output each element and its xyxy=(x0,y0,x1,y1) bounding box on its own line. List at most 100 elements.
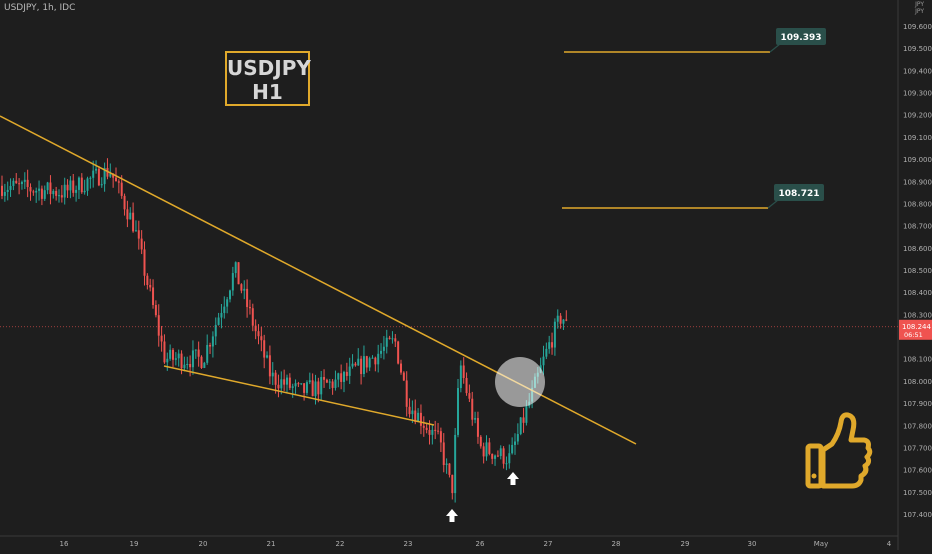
candle-body xyxy=(214,324,217,337)
x-tick-label: 29 xyxy=(681,540,690,548)
y-tick-label: 108.600 xyxy=(903,245,932,253)
thumbs-up-icon xyxy=(805,412,873,489)
candle-body xyxy=(431,429,434,435)
candle-body xyxy=(169,349,172,359)
candle-body xyxy=(283,379,286,385)
candle-body xyxy=(402,372,405,381)
candle-body xyxy=(294,383,297,387)
candle-body xyxy=(337,373,340,380)
candle-body xyxy=(157,315,160,336)
candle-body xyxy=(206,344,209,363)
candle-body xyxy=(325,379,328,383)
candle-body xyxy=(508,453,511,464)
candle-body xyxy=(405,380,408,407)
candle-body xyxy=(286,377,288,385)
candle-body xyxy=(397,341,400,364)
candle-body xyxy=(280,379,283,389)
symbol-info: USDJPY, 1h, IDC xyxy=(4,3,76,13)
candle-body xyxy=(200,356,203,368)
candle-body xyxy=(320,377,323,395)
candle-body xyxy=(553,321,556,348)
candle-body xyxy=(556,315,559,322)
candle-body xyxy=(72,180,75,193)
candle-body xyxy=(80,177,83,193)
candle-body xyxy=(303,383,306,393)
candle-body xyxy=(417,412,420,422)
candle-body xyxy=(437,430,440,432)
candle-body xyxy=(357,358,360,366)
candle-body xyxy=(382,346,385,351)
candle-body xyxy=(132,212,135,232)
candle-body xyxy=(152,287,155,305)
candle-body xyxy=(548,342,551,349)
candle-body xyxy=(174,358,177,360)
candle-body xyxy=(6,189,9,192)
candle-body xyxy=(43,190,46,199)
y-tick-label: 108.500 xyxy=(903,267,932,275)
x-tick-label: 16 xyxy=(60,540,69,548)
candle-body xyxy=(494,455,497,459)
candle-body xyxy=(63,184,66,198)
target-label: 109.393 xyxy=(781,33,822,43)
candle-body xyxy=(203,362,206,368)
candle-body xyxy=(334,379,337,388)
candle-body xyxy=(422,425,425,428)
candle-body xyxy=(514,441,516,445)
candle-body xyxy=(46,182,49,191)
candle-body xyxy=(115,177,117,182)
current-price-label: 108.244 xyxy=(902,323,931,331)
candle-body xyxy=(143,249,146,276)
candle-body xyxy=(137,230,140,239)
candle-body xyxy=(268,355,271,377)
candle-body xyxy=(328,381,331,383)
candle-body xyxy=(52,190,55,195)
candle-body xyxy=(323,377,326,380)
target-label: 108.721 xyxy=(779,189,820,199)
candle-body xyxy=(15,180,18,184)
candle-body xyxy=(248,307,251,309)
candle-body xyxy=(58,195,60,197)
candle-body xyxy=(474,418,477,420)
candle-body xyxy=(211,336,214,347)
candle-body xyxy=(488,442,491,454)
axis-unit-line2: JPY xyxy=(915,8,924,15)
candle-body xyxy=(343,371,345,382)
y-tick-label: 107.600 xyxy=(903,467,932,475)
candles-group xyxy=(1,158,568,503)
candle-body xyxy=(254,325,257,332)
title-symbol: USDJPY xyxy=(227,56,311,80)
candle-body xyxy=(89,177,92,179)
target-label-bg xyxy=(774,184,824,201)
candle-body xyxy=(97,168,100,186)
candle-body xyxy=(391,338,394,340)
candle-body xyxy=(257,331,260,337)
candle-body xyxy=(348,366,351,376)
candle-body xyxy=(240,284,243,291)
candle-body xyxy=(163,341,166,363)
candle-body xyxy=(109,173,112,177)
candle-body xyxy=(172,349,174,360)
candle-body xyxy=(220,312,223,318)
candle-body xyxy=(297,383,300,385)
candle-body xyxy=(374,357,377,365)
candle-body xyxy=(20,181,23,185)
candle-body xyxy=(77,177,80,190)
y-tick-label: 108.700 xyxy=(903,223,932,231)
candle-body xyxy=(92,170,95,178)
candle-body xyxy=(123,195,126,210)
up-arrow-icon xyxy=(507,472,519,485)
x-tick-label: 23 xyxy=(404,540,413,548)
candle-body xyxy=(243,288,246,291)
candle-body xyxy=(191,350,194,368)
candle-body xyxy=(146,275,149,285)
candle-body xyxy=(49,182,52,195)
candle-body xyxy=(542,356,545,366)
target-connector xyxy=(767,199,779,209)
candle-body xyxy=(35,190,38,193)
x-axis: 16 19 20 21 22 23 26 27 28 29 30 May 4 xyxy=(0,535,898,548)
candle-body xyxy=(246,288,249,308)
candle-body xyxy=(66,184,69,191)
y-tick-label: 109.300 xyxy=(903,90,932,98)
